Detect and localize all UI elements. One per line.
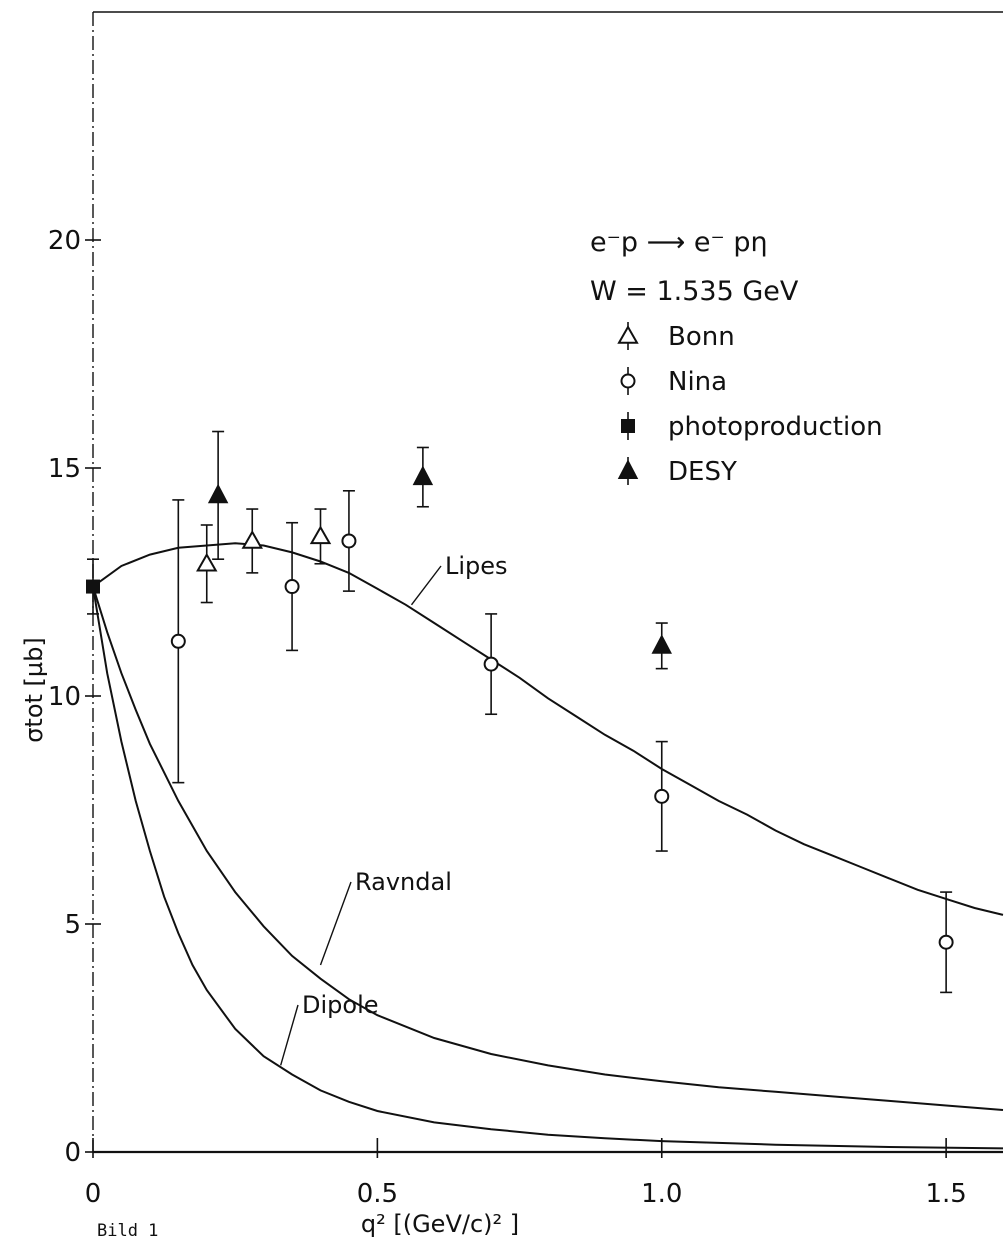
- curve-dipole: [92, 586, 1004, 1150]
- point-nina: [654, 788, 670, 804]
- curve-labels: Lipes Ravndal Dipole: [280, 552, 508, 1066]
- legend-marker-desy: [617, 459, 639, 479]
- point-bonn: [241, 529, 263, 549]
- point-bonn: [309, 525, 332, 545]
- point-photoproduction: [86, 579, 100, 594]
- curve-label-ravndal: Ravndal: [355, 868, 452, 896]
- leader-ravndal: [319, 881, 352, 966]
- y-tick-label: 15: [48, 454, 81, 484]
- curve-label-lipes: Lipes: [445, 552, 508, 580]
- theory-curves: [92, 542, 1004, 1150]
- y-tick-label: 10: [48, 682, 81, 712]
- curve-ravndal: [92, 586, 1004, 1111]
- point-desy: [207, 483, 229, 504]
- point-nina: [284, 579, 300, 595]
- y-tick-label: 0: [64, 1138, 81, 1168]
- x-tick-label: 1.0: [641, 1179, 682, 1209]
- legend-entry-photoproduction: photoproduction: [668, 412, 883, 442]
- x-tick-label: 0.5: [357, 1179, 398, 1209]
- leader-dipole: [280, 1004, 299, 1066]
- x-axis-label: q² [(GeV/c)² ]: [361, 1210, 519, 1238]
- point-nina: [170, 633, 186, 649]
- legend-entry-bonn: Bonn: [668, 322, 735, 352]
- point-nina: [483, 656, 499, 672]
- point-nina: [341, 533, 357, 549]
- point-desy: [651, 634, 672, 654]
- legend-marker-bonn: [617, 324, 639, 344]
- plot-frame: [92, 11, 1003, 1154]
- axis-ticks: 0 0.5 1.0 1.5 0 5 10 15 20: [48, 226, 967, 1209]
- data-points: [86, 430, 954, 994]
- point-bonn: [196, 552, 218, 572]
- curve-lipes: [92, 542, 1004, 916]
- point-nina: [938, 934, 954, 950]
- x-tick-label: 1.5: [925, 1179, 966, 1209]
- y-axis-label: σtot [µb]: [20, 637, 48, 743]
- leader-lipes: [410, 565, 442, 606]
- legend-energy: W = 1.535 GeV: [590, 276, 799, 307]
- legend-reaction: e⁻p ⟶ e⁻ pη: [590, 227, 768, 258]
- legend-entry-desy: DESY: [668, 457, 737, 487]
- legend-entry-nina: Nina: [668, 367, 727, 397]
- legend-marker-photoproduction: [621, 419, 635, 433]
- legend: e⁻p ⟶ e⁻ pη W = 1.535 GeV Bonn Nina photopro…: [590, 227, 883, 487]
- y-tick-label: 5: [64, 910, 81, 940]
- point-desy: [412, 465, 434, 486]
- x-tick-label: 0: [85, 1179, 102, 1209]
- legend-marker-nina: [620, 373, 636, 389]
- y-tick-label: 20: [48, 226, 81, 256]
- curve-label-dipole: Dipole: [302, 991, 379, 1019]
- figure-caption: Bild 1: [97, 1221, 158, 1241]
